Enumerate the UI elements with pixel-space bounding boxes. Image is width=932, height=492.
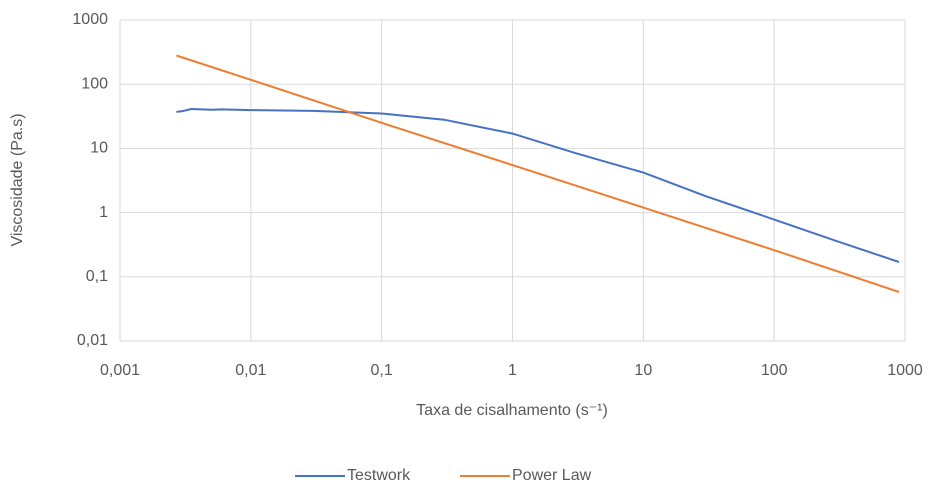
series-line: [176, 108, 900, 263]
legend-label: Testwork: [347, 467, 411, 484]
legend-label: Power Law: [512, 467, 592, 484]
x-tick-label: 100: [761, 362, 788, 379]
y-tick-label: 0,1: [86, 268, 108, 285]
y-tick-label: 0,01: [77, 332, 108, 349]
y-axis-label: Viscosidade (Pa.s): [9, 113, 26, 246]
x-tick-label: 0,1: [371, 362, 393, 379]
y-tick-label: 10: [90, 140, 108, 157]
x-tick-label: 1000: [887, 362, 923, 379]
x-axis-label: Taxa de cisalhamento (s⁻¹): [416, 402, 608, 419]
y-tick-label: 1000: [72, 11, 108, 28]
x-tick-label: 0,01: [235, 362, 266, 379]
x-tick-label: 1: [508, 362, 517, 379]
y-tick-label: 1: [99, 204, 108, 221]
series-line: [176, 54, 900, 293]
x-tick-label: 0,001: [100, 362, 140, 379]
x-tick-label: 10: [634, 362, 652, 379]
y-tick-label: 100: [81, 75, 108, 92]
